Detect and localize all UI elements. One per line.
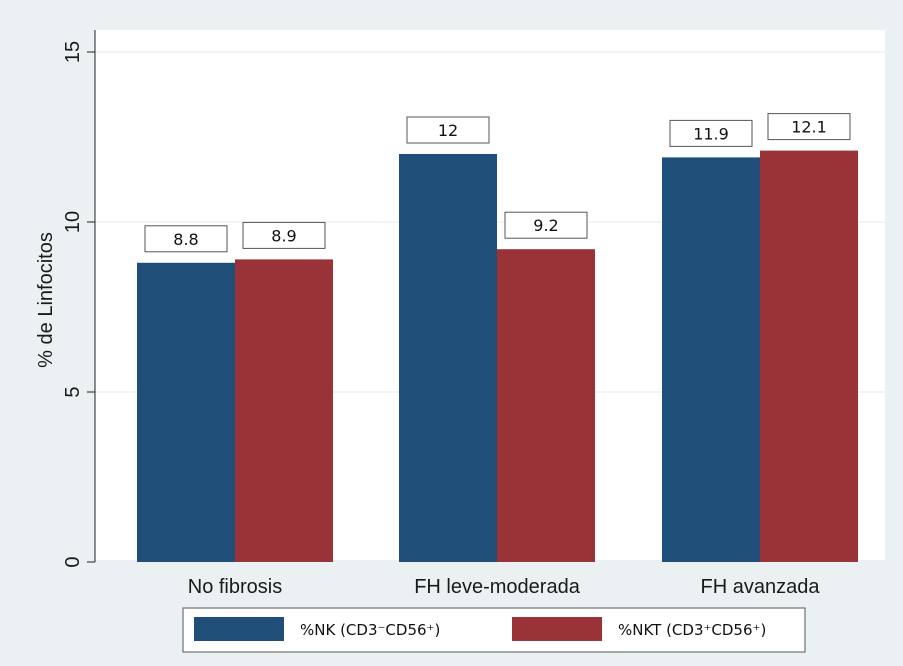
value-label-box <box>406 116 490 144</box>
legend: %NK (CD3⁻CD56⁺) %NKT (CD3⁺CD56⁺) <box>182 607 806 653</box>
value-label-box <box>242 221 326 249</box>
value-label-box <box>669 119 753 147</box>
legend-label-nkt: %NKT (CD3⁺CD56⁺) <box>618 621 766 639</box>
legend-swatch-nkt <box>512 617 602 641</box>
value-label-box <box>767 113 851 141</box>
y-ticks: 0 5 10 15 <box>62 41 95 568</box>
y-tick-label: 15 <box>62 41 84 63</box>
legend-box <box>182 607 806 653</box>
value-labels: 8.8 8.9 12 9.2 11.9 12.1 <box>144 113 851 253</box>
bar-nk <box>399 154 497 562</box>
y-tick-label: 0 <box>62 556 84 567</box>
bar-nk <box>662 157 760 562</box>
value-label: 8.9 <box>271 226 296 245</box>
bars <box>137 150 858 562</box>
value-label-box <box>504 211 588 239</box>
value-label: 12 <box>438 121 458 140</box>
y-tick-label: 5 <box>62 386 84 397</box>
x-tick-label: FH avanzada <box>701 576 821 598</box>
value-label: 12.1 <box>791 118 827 137</box>
value-label: 9.2 <box>533 216 558 235</box>
legend-swatch-nk <box>194 617 284 641</box>
legend-label-nk: %NK (CD3⁻CD56⁺) <box>300 621 440 639</box>
y-axis-label: % de Linfocitos <box>35 232 57 368</box>
value-label-box <box>144 225 228 253</box>
bar-nk <box>137 262 235 562</box>
value-label: 8.8 <box>173 230 198 249</box>
x-tick-label: No fibrosis <box>188 576 282 598</box>
x-tick-label: FH leve-moderada <box>414 576 581 598</box>
x-ticks: No fibrosis FH leve-moderada FH avanzada <box>188 576 821 598</box>
bar-nkt <box>235 259 333 562</box>
value-label: 11.9 <box>693 124 729 143</box>
y-tick-label: 10 <box>62 211 84 233</box>
bar-nkt <box>497 249 595 562</box>
bar-nkt <box>760 150 858 562</box>
